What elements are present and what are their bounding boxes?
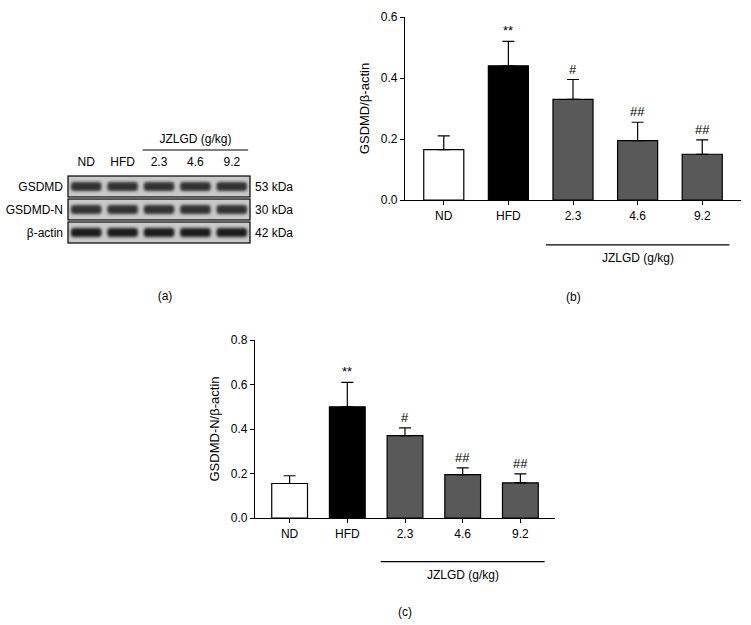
svg-text:##: ## [513,456,528,471]
svg-text:0.4: 0.4 [381,71,398,85]
svg-text:0.6: 0.6 [381,10,398,24]
svg-text:0.2: 0.2 [381,132,398,146]
svg-text:0.0: 0.0 [231,511,248,525]
svg-text:**: ** [503,23,513,38]
svg-text:HFD: HFD [496,209,521,223]
svg-text:##: ## [695,122,710,137]
svg-text:0.8: 0.8 [231,333,248,347]
svg-text:2.3: 2.3 [397,527,414,541]
svg-text:#: # [401,410,409,425]
svg-text:β-actin: β-actin [27,226,63,240]
svg-text:0.6: 0.6 [231,378,248,392]
svg-text:0.4: 0.4 [231,422,248,436]
svg-text:##: ## [455,450,470,465]
svg-text:#: # [569,62,577,77]
svg-text:##: ## [630,104,645,119]
svg-text:9.2: 9.2 [694,209,711,223]
svg-text:ND: ND [435,209,453,223]
svg-text:9.2: 9.2 [512,527,529,541]
svg-text:2.3: 2.3 [151,155,168,169]
svg-text:9.2: 9.2 [223,155,240,169]
svg-text:ND: ND [281,527,299,541]
svg-text:0.2: 0.2 [231,467,248,481]
svg-text:**: ** [342,364,352,379]
svg-text:GSDMD-N: GSDMD-N [6,203,63,217]
svg-text:4.6: 4.6 [187,155,204,169]
svg-text:JZLGD (g/kg): JZLGD (g/kg) [602,251,674,265]
svg-text:JZLGD (g/kg): JZLGD (g/kg) [159,132,231,146]
svg-text:30 kDa: 30 kDa [255,203,293,217]
svg-text:(a): (a) [158,289,173,303]
svg-text:HFD: HFD [335,527,360,541]
svg-text:0.0: 0.0 [381,193,398,207]
svg-text:53 kDa: 53 kDa [255,180,293,194]
svg-text:2.3: 2.3 [565,209,582,223]
svg-text:GSDMD/β-actin: GSDMD/β-actin [357,63,372,154]
svg-text:HFD: HFD [110,155,135,169]
svg-text:(b): (b) [566,290,581,304]
svg-text:GSDMD: GSDMD [18,180,63,194]
svg-text:42 kDa: 42 kDa [255,226,293,240]
svg-text:ND: ND [78,155,96,169]
svg-text:4.6: 4.6 [629,209,646,223]
svg-text:JZLGD (g/kg): JZLGD (g/kg) [427,568,499,582]
svg-text:GSDMD-N/β-actin: GSDMD-N/β-actin [207,377,222,482]
svg-text:(c): (c) [398,605,412,619]
svg-text:4.6: 4.6 [454,527,471,541]
